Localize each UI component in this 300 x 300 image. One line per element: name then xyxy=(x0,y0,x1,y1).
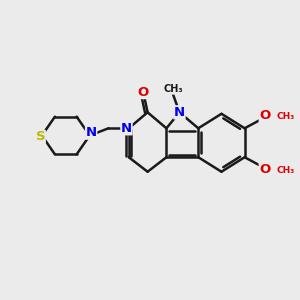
Text: N: N xyxy=(85,126,97,139)
Text: N: N xyxy=(121,122,132,135)
Text: O: O xyxy=(259,163,271,176)
Text: CH₃: CH₃ xyxy=(164,84,184,94)
Text: CH₃: CH₃ xyxy=(277,166,295,175)
Text: S: S xyxy=(36,130,45,143)
Text: O: O xyxy=(259,109,271,122)
Text: CH₃: CH₃ xyxy=(277,112,295,121)
Text: N: N xyxy=(174,106,185,119)
Text: O: O xyxy=(138,85,149,99)
